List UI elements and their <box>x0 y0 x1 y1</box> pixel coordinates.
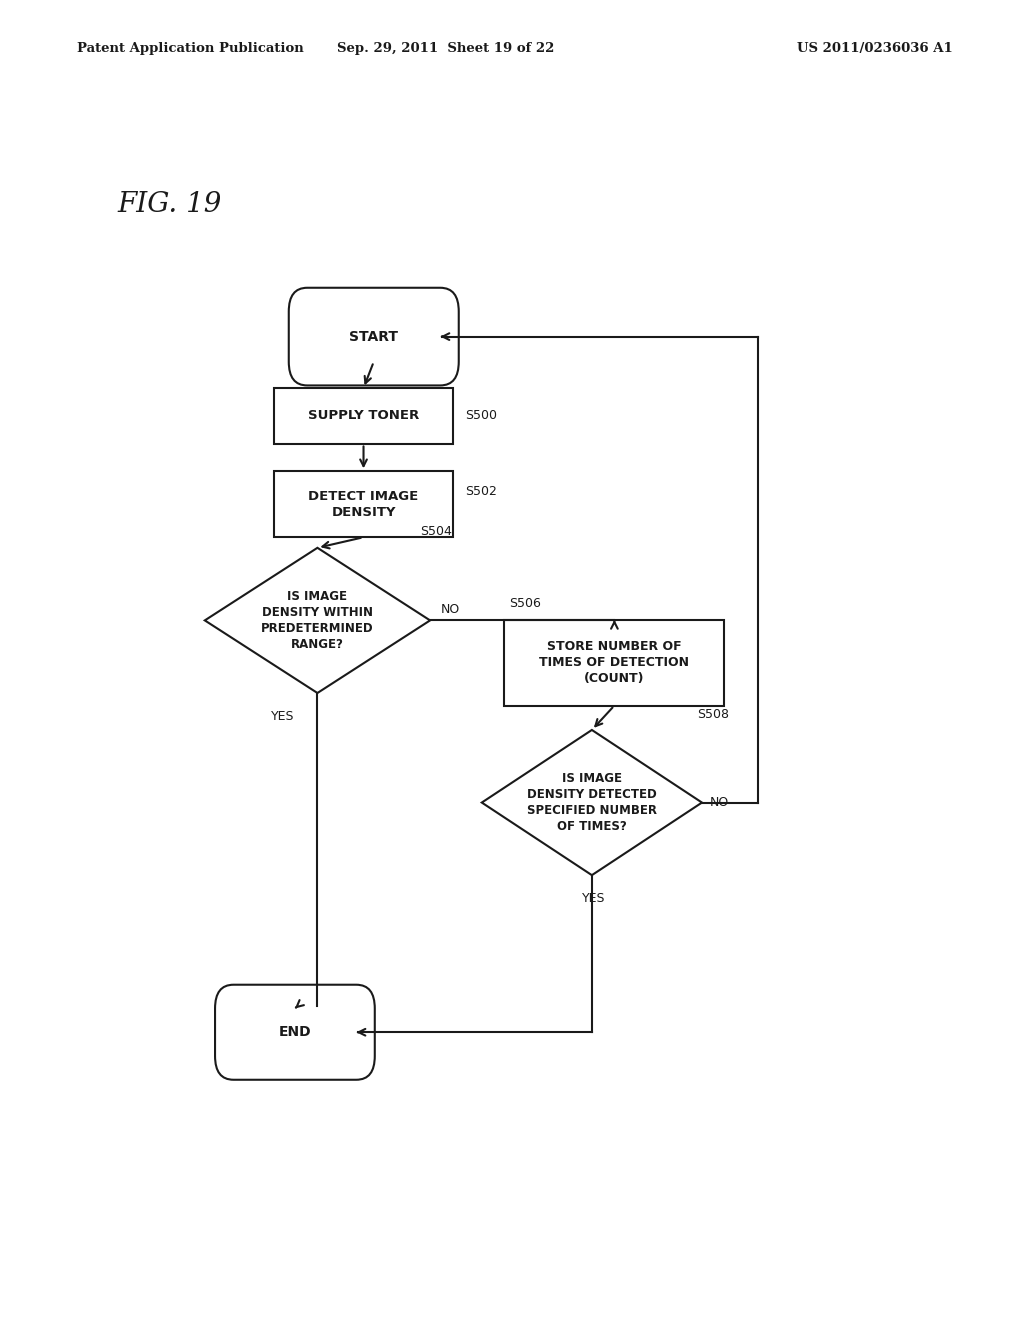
Text: Sep. 29, 2011  Sheet 19 of 22: Sep. 29, 2011 Sheet 19 of 22 <box>337 42 554 55</box>
Text: START: START <box>349 330 398 343</box>
Text: S504: S504 <box>420 525 452 539</box>
Text: US 2011/0236036 A1: US 2011/0236036 A1 <box>797 42 952 55</box>
FancyBboxPatch shape <box>289 288 459 385</box>
Text: S502: S502 <box>465 484 498 498</box>
Text: DETECT IMAGE
DENSITY: DETECT IMAGE DENSITY <box>308 490 419 519</box>
Polygon shape <box>481 730 702 875</box>
Text: IS IMAGE
DENSITY DETECTED
SPECIFIED NUMBER
OF TIMES?: IS IMAGE DENSITY DETECTED SPECIFIED NUMB… <box>527 772 656 833</box>
Text: END: END <box>279 1026 311 1039</box>
Text: FIG. 19: FIG. 19 <box>118 191 222 218</box>
Text: STORE NUMBER OF
TIMES OF DETECTION
(COUNT): STORE NUMBER OF TIMES OF DETECTION (COUN… <box>540 640 689 685</box>
Text: SUPPLY TONER: SUPPLY TONER <box>308 409 419 422</box>
Text: Patent Application Publication: Patent Application Publication <box>77 42 303 55</box>
FancyBboxPatch shape <box>273 471 453 537</box>
Text: NO: NO <box>440 603 460 616</box>
FancyBboxPatch shape <box>215 985 375 1080</box>
Text: YES: YES <box>271 710 295 723</box>
Polygon shape <box>205 548 430 693</box>
Text: IS IMAGE
DENSITY WITHIN
PREDETERMINED
RANGE?: IS IMAGE DENSITY WITHIN PREDETERMINED RA… <box>261 590 374 651</box>
Text: S500: S500 <box>465 409 498 422</box>
FancyBboxPatch shape <box>504 620 725 705</box>
FancyBboxPatch shape <box>273 388 453 444</box>
Text: NO: NO <box>711 796 729 809</box>
Text: YES: YES <box>582 892 605 906</box>
Text: S508: S508 <box>696 708 729 721</box>
Text: S506: S506 <box>510 598 542 610</box>
